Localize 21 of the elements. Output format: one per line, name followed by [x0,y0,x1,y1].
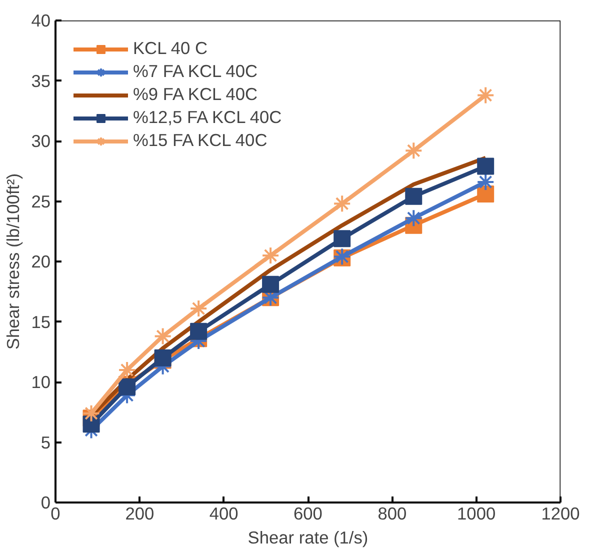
x-axis-title: Shear rate (1/s) [248,528,368,548]
y-tick-label: 15 [31,312,51,332]
y-tick-label: 25 [31,191,51,212]
x-tick-label: 1000 [457,504,496,524]
legend-label: KCL 40 C [133,38,208,59]
y-tick-label: 30 [31,131,51,151]
y-tick-label: 40 [31,10,51,30]
y-tick-label: 35 [31,70,51,91]
y-tick-label: 5 [40,432,51,452]
legend-label: %12,5 FA KCL 40C [133,107,282,128]
legend-label: %9 FA KCL 40C [133,84,258,105]
legend-label: %15 FA KCL 40C [133,130,268,151]
x-tick-label: 1200 [541,504,580,524]
x-tick-label: 200 [125,504,154,524]
x-tick-label: 800 [378,504,407,524]
x-tick-label: 600 [294,504,322,524]
y-tick-label: 10 [31,372,51,392]
y-axis-title: Shear stress (lb/100ft²) [3,173,24,350]
x-tick-label: 400 [209,504,238,524]
y-tick-label: 20 [31,252,51,272]
legend-label: %7 FA KCL 40C [133,61,258,82]
